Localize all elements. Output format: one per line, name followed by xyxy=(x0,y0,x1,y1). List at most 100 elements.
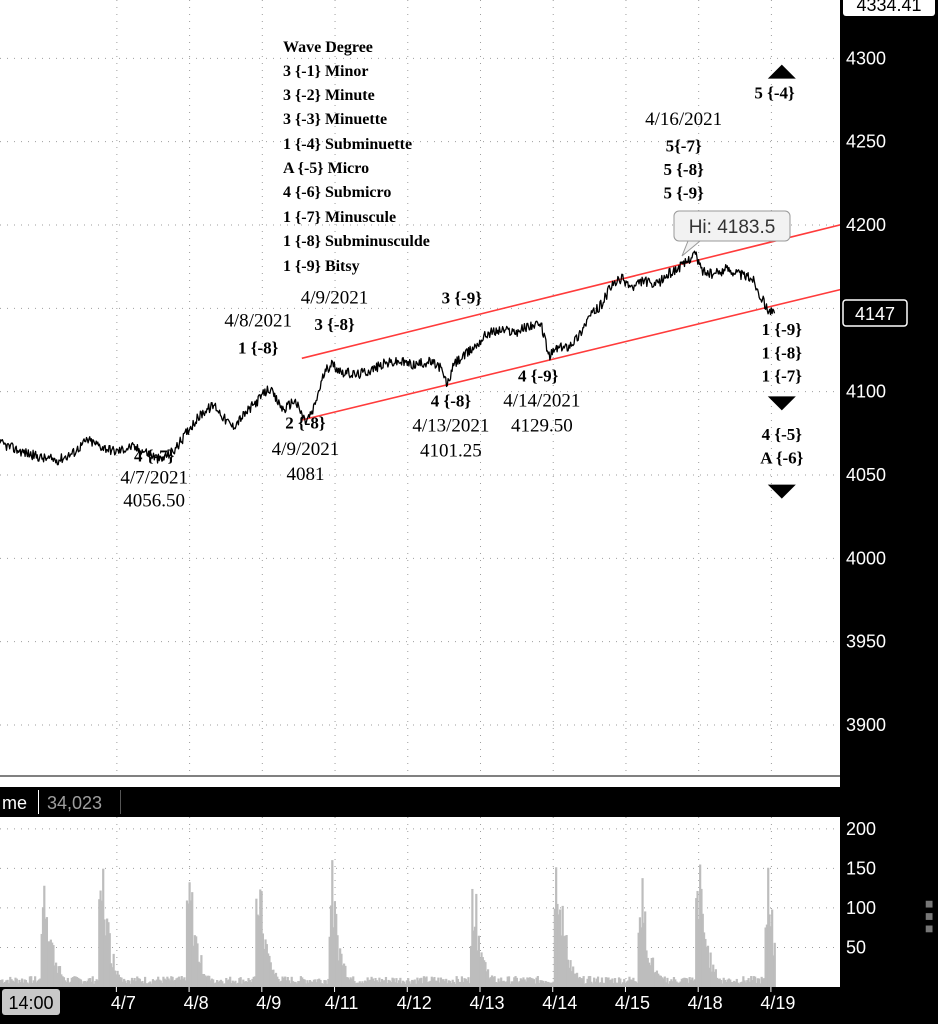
wave-annotation: 3 {-9} xyxy=(442,288,483,307)
volume-bar xyxy=(744,982,748,987)
volume-bar xyxy=(527,977,530,987)
volume-bar xyxy=(414,983,418,987)
price-axis-panel[interactable] xyxy=(840,0,938,790)
volume-axis-panel[interactable] xyxy=(840,817,938,987)
volume-bar xyxy=(569,960,572,987)
volume-bar xyxy=(198,963,202,987)
volume-bar xyxy=(578,976,581,987)
volume-bar xyxy=(460,976,463,987)
volume-bar xyxy=(595,978,598,987)
volume-bar xyxy=(380,978,384,987)
volume-bar xyxy=(180,976,183,987)
volume-header-divider xyxy=(38,790,39,814)
volume-bar xyxy=(662,978,665,987)
volume-bar xyxy=(659,975,662,987)
volume-bar xyxy=(162,976,165,987)
volume-bar xyxy=(468,983,471,987)
volume-bar xyxy=(144,976,147,987)
volume-bar xyxy=(14,977,17,987)
volume-bar xyxy=(78,978,81,987)
volume-tick-label: 100 xyxy=(846,898,876,918)
volume-bar xyxy=(768,914,771,987)
volume-bar xyxy=(544,980,547,987)
volume-bar xyxy=(395,978,398,987)
volume-bar xyxy=(551,982,554,987)
volume-bar xyxy=(276,976,279,987)
volume-bar xyxy=(79,979,83,987)
volume-bar xyxy=(26,982,29,987)
volume-bar xyxy=(764,927,767,987)
volume-bar xyxy=(293,981,296,987)
volume-bar xyxy=(327,978,330,987)
volume-bar xyxy=(633,981,636,987)
volume-bar xyxy=(548,982,551,987)
volume-bar xyxy=(685,978,689,987)
wave-annotation: 4056.50 xyxy=(123,491,185,512)
volume-bar xyxy=(310,981,313,987)
volume-bar xyxy=(767,867,770,987)
volume-bar xyxy=(373,981,376,987)
volume-bar xyxy=(53,965,56,987)
volume-bar xyxy=(747,978,750,987)
volume-bar xyxy=(386,982,389,987)
volume-bar xyxy=(65,981,68,987)
volume-header-bar xyxy=(0,787,938,817)
volume-bar xyxy=(288,980,291,987)
volume-bar xyxy=(574,973,577,987)
volume-bar xyxy=(312,979,316,987)
volume-bar xyxy=(691,977,694,987)
volume-bar xyxy=(755,982,758,987)
volume-bar xyxy=(335,913,338,987)
volume-bar xyxy=(282,977,285,987)
volume-bar xyxy=(115,974,118,987)
volume-bar xyxy=(471,888,474,987)
volume-bar xyxy=(371,978,374,987)
volume-bar xyxy=(120,977,123,987)
volume-bar xyxy=(218,980,221,987)
volume-bar xyxy=(593,977,596,987)
volume-bar xyxy=(535,977,538,987)
volume-bar xyxy=(488,978,491,987)
volume-bar xyxy=(111,967,114,987)
volume-bar xyxy=(708,967,711,987)
volume-bar xyxy=(191,892,194,987)
x-tick-label: 4/12 xyxy=(397,993,432,1013)
volume-bar xyxy=(149,981,152,987)
volume-bar xyxy=(424,977,427,987)
volume-bar xyxy=(221,981,224,987)
volume-bar xyxy=(606,977,609,987)
volume-bar xyxy=(339,948,342,987)
volume-bar xyxy=(230,983,233,987)
volume-bar xyxy=(477,935,481,987)
volume-bar xyxy=(387,979,390,987)
volume-bar xyxy=(99,890,102,987)
volume-bar xyxy=(612,983,615,987)
volume-bar xyxy=(252,976,255,987)
volume-bar xyxy=(328,936,331,987)
volume-bar xyxy=(629,979,632,987)
volume-bar xyxy=(641,878,644,987)
volume-bar xyxy=(295,983,299,987)
volume-bar xyxy=(573,973,576,987)
volume-bar xyxy=(441,979,444,987)
volume-bar xyxy=(443,981,446,987)
volume-bar xyxy=(141,980,144,987)
volume-bar xyxy=(714,969,717,987)
volume-bar xyxy=(329,905,333,987)
y-tick-label: 3900 xyxy=(846,715,886,735)
volume-bar xyxy=(185,900,189,987)
legend-item-2: 3 {-3} Minuette xyxy=(283,111,387,128)
volume-bar xyxy=(661,977,664,987)
volume-bar xyxy=(729,979,732,987)
volume-bar xyxy=(280,980,283,987)
volume-bar xyxy=(564,935,567,987)
volume-bar xyxy=(37,979,41,987)
volume-bar xyxy=(264,939,267,987)
wave-annotation: 4/13/2021 xyxy=(412,416,489,437)
volume-tick-label: 200 xyxy=(846,819,876,839)
volume-bar xyxy=(109,963,113,987)
volume-bar xyxy=(340,953,343,987)
time-axis-bar[interactable] xyxy=(0,987,938,1024)
volume-bar xyxy=(214,982,217,987)
